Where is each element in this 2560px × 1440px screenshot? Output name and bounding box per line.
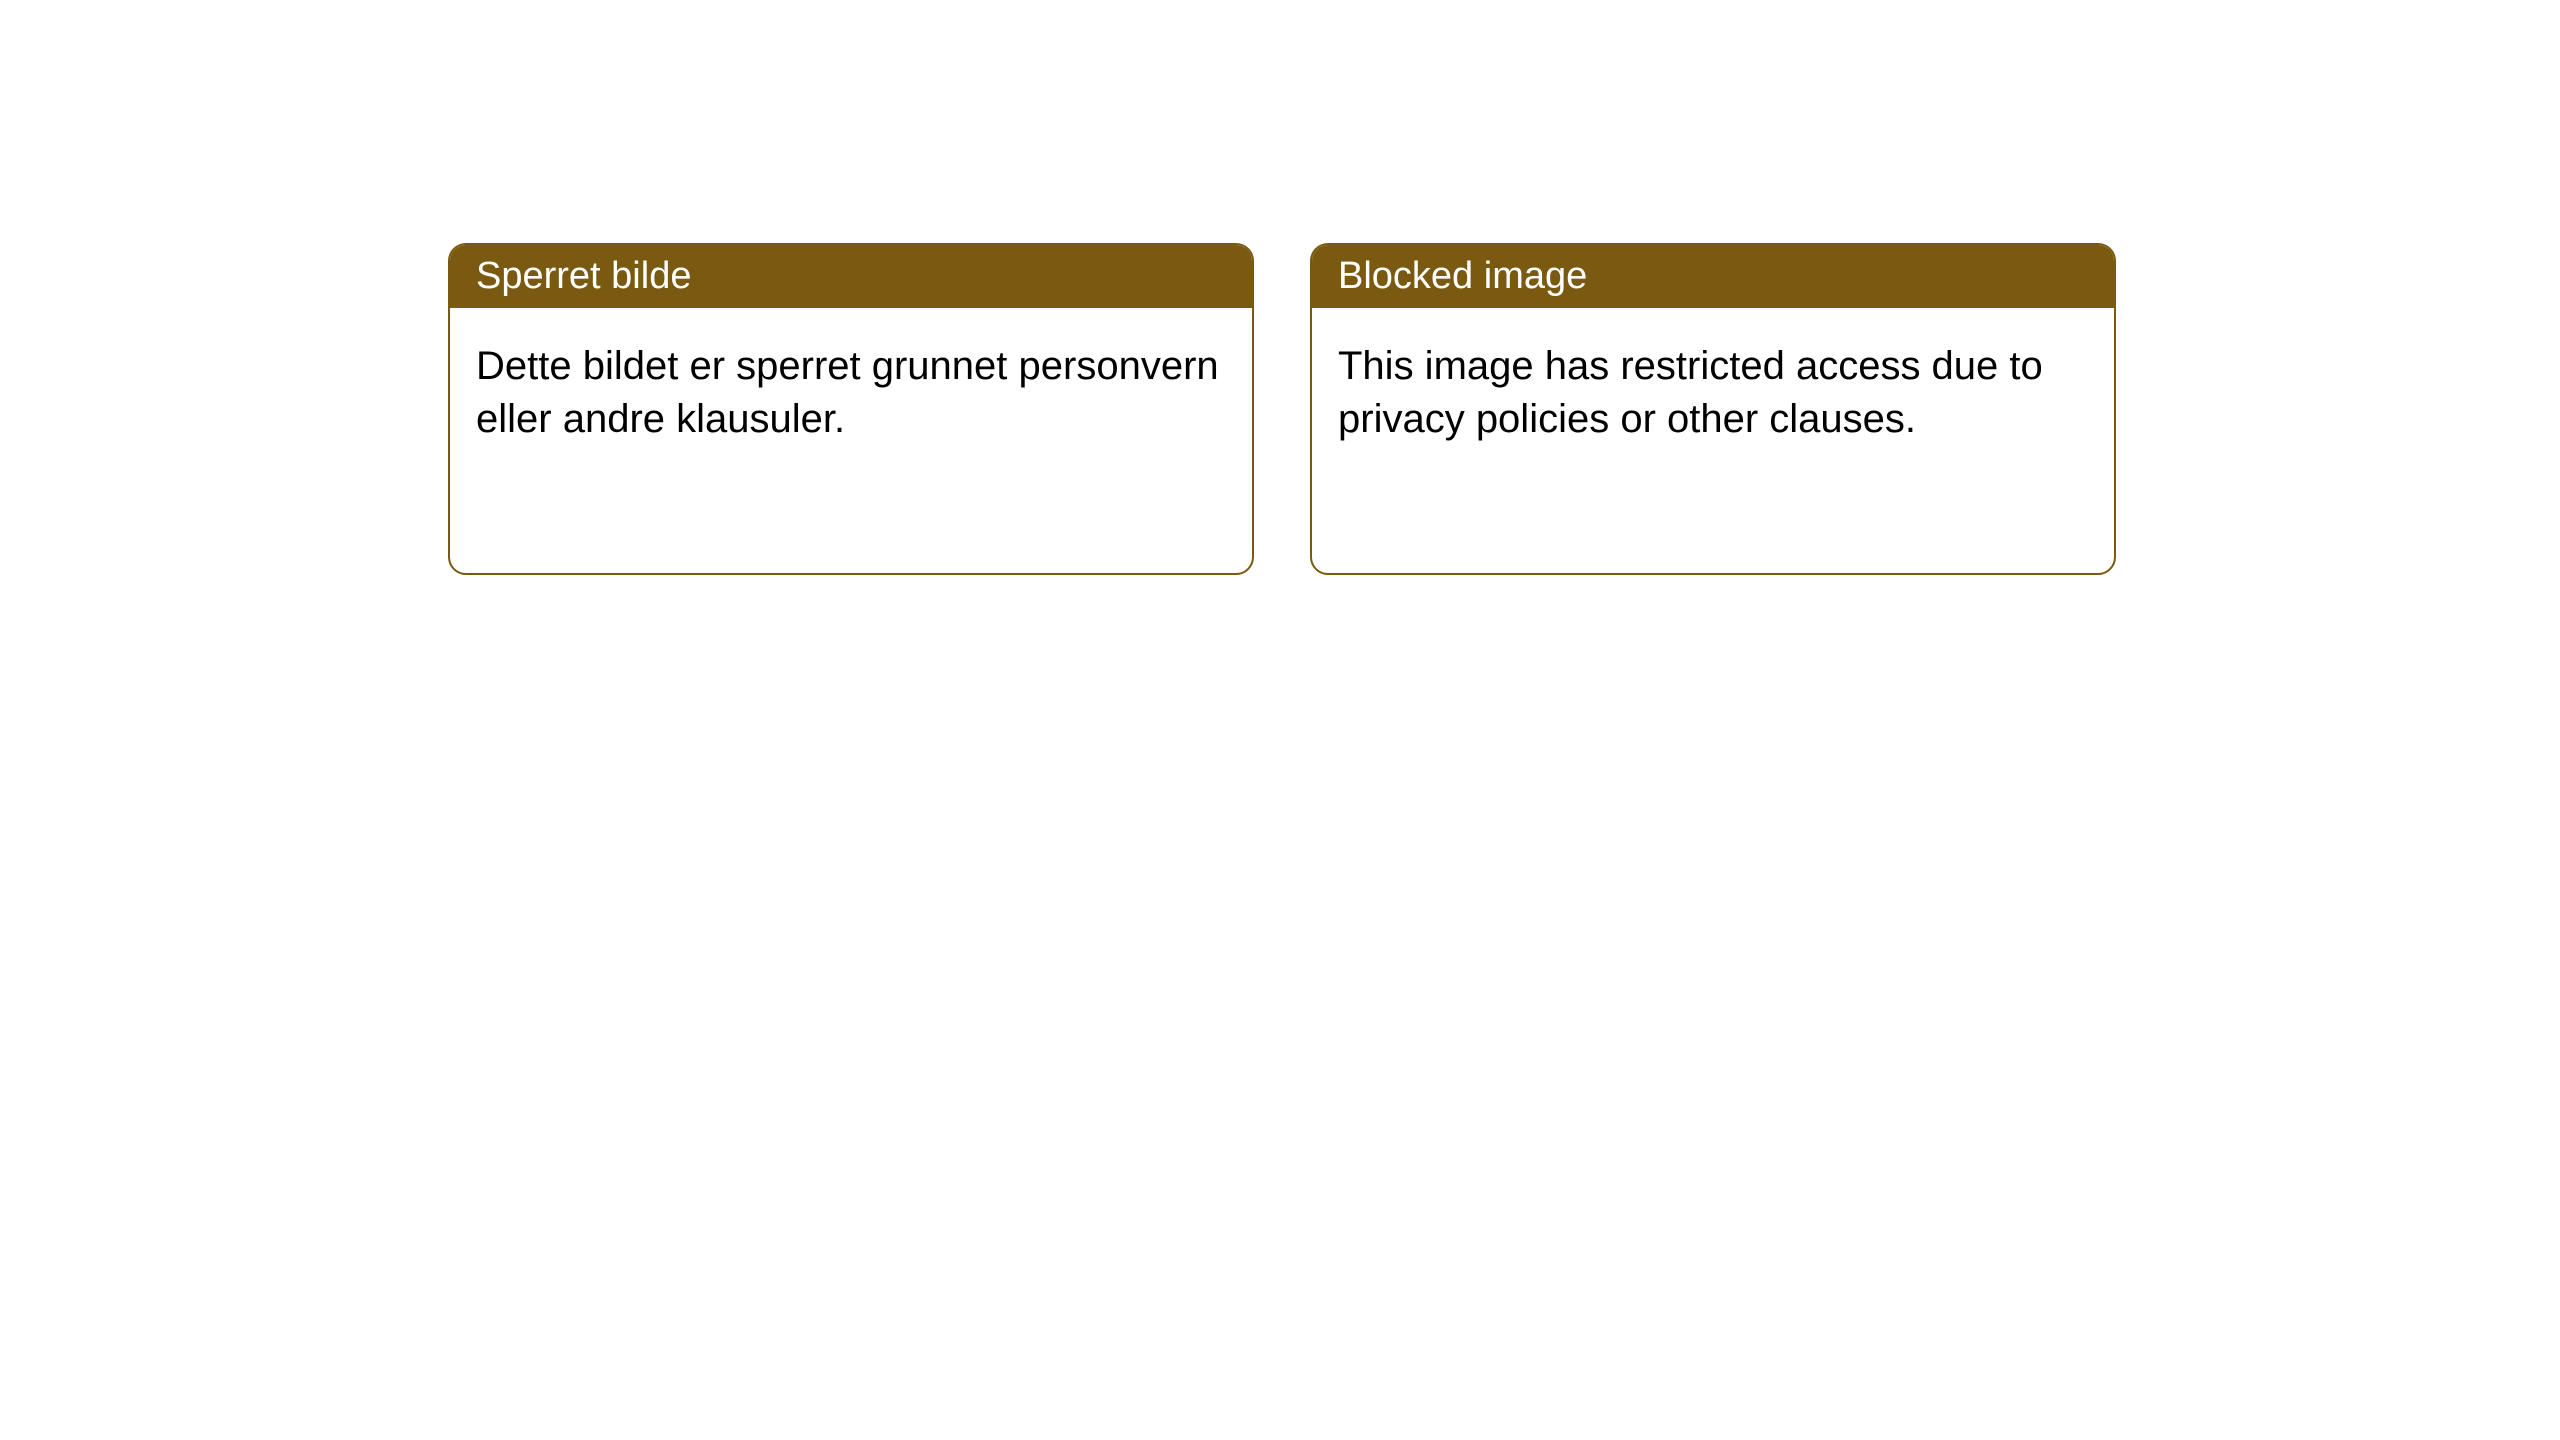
notice-cards-container: Sperret bilde Dette bildet er sperret gr… <box>448 243 2116 575</box>
card-body-text: Dette bildet er sperret grunnet personve… <box>476 344 1219 441</box>
card-body-text: This image has restricted access due to … <box>1338 344 2043 441</box>
card-title: Blocked image <box>1338 255 1587 297</box>
card-body: Dette bildet er sperret grunnet personve… <box>450 308 1252 478</box>
card-body: This image has restricted access due to … <box>1312 308 2114 478</box>
card-header: Sperret bilde <box>450 245 1252 308</box>
card-header: Blocked image <box>1312 245 2114 308</box>
card-title: Sperret bilde <box>476 255 691 297</box>
blocked-image-card-no: Sperret bilde Dette bildet er sperret gr… <box>448 243 1254 575</box>
blocked-image-card-en: Blocked image This image has restricted … <box>1310 243 2116 575</box>
